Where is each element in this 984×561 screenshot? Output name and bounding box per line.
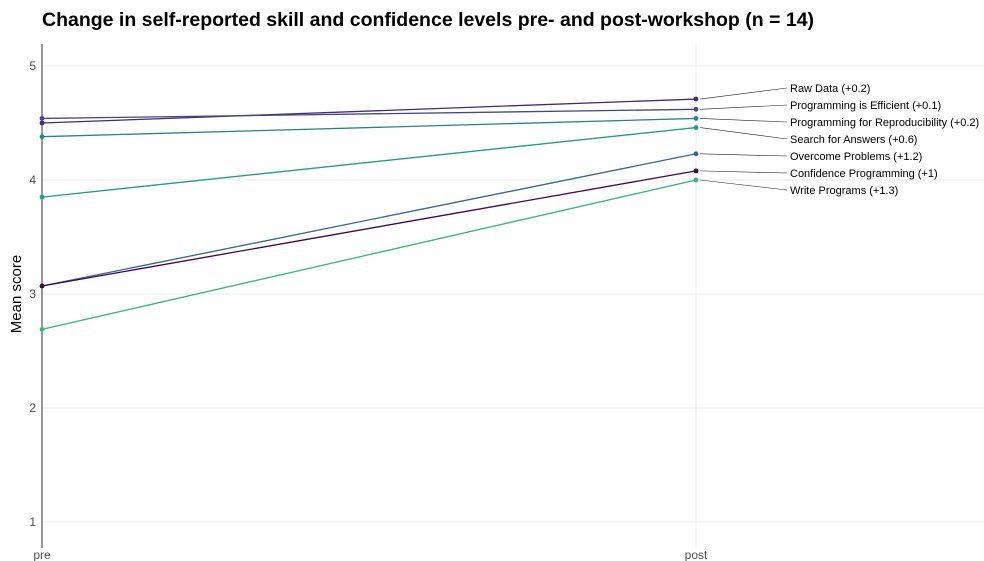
series-line: [41, 126, 697, 198]
label-leader-line: [699, 127, 788, 140]
y-tick-label: 1: [29, 515, 36, 529]
chart-title: Change in self-reported skill and confid…: [42, 9, 815, 31]
data-point: [693, 125, 699, 130]
data-point: [693, 116, 699, 121]
label-leader-line: [699, 153, 788, 157]
label-leader-line: [699, 118, 788, 123]
series-line: [41, 179, 697, 330]
series-label: Raw Data (+0.2): [790, 83, 870, 95]
series-line: [41, 117, 697, 138]
data-point: [39, 326, 45, 332]
data-point: [39, 116, 45, 121]
y-tick-label: 2: [29, 401, 36, 415]
series-label: Programming for Reproducibility (+0.2): [790, 117, 979, 129]
data-point: [693, 177, 699, 183]
label-leader-line: [699, 170, 788, 174]
data-point: [693, 168, 699, 174]
y-axis-title: Mean score: [8, 255, 25, 333]
x-tick-label-post: post: [685, 548, 708, 561]
y-tick-label: 4: [29, 173, 36, 187]
series-lines: [39, 96, 699, 332]
series-line: [41, 108, 697, 120]
data-point: [39, 194, 45, 200]
series-label: Programming is Efficient (+0.1): [790, 100, 941, 112]
series-labels: Raw Data (+0.2) Programming is Efficient …: [699, 83, 979, 197]
x-tick-label-pre: pre: [33, 548, 51, 561]
series-line: [41, 170, 697, 287]
data-point: [39, 283, 45, 289]
y-tick-label: 5: [29, 59, 36, 73]
series-label: Search for Answers (+0.6): [790, 134, 917, 146]
series-line: [41, 153, 697, 287]
series-line: [41, 98, 697, 124]
data-point: [39, 120, 45, 126]
data-point: [693, 106, 699, 112]
grid: [42, 44, 984, 548]
label-leader-line: [699, 179, 788, 191]
label-leader-line: [699, 104, 788, 110]
series-label: Confidence Programming (+1): [790, 168, 938, 180]
data-point: [693, 151, 699, 157]
data-point: [39, 134, 45, 140]
data-point: [693, 96, 699, 102]
series-label: Overcome Problems (+1.2): [790, 151, 922, 163]
series-label: Write Programs (+1.3): [790, 185, 898, 197]
axes: 1 2 3 4 5 pre post Mean score: [8, 44, 708, 561]
label-leader-line: [699, 87, 788, 100]
y-tick-label: 3: [29, 287, 36, 301]
